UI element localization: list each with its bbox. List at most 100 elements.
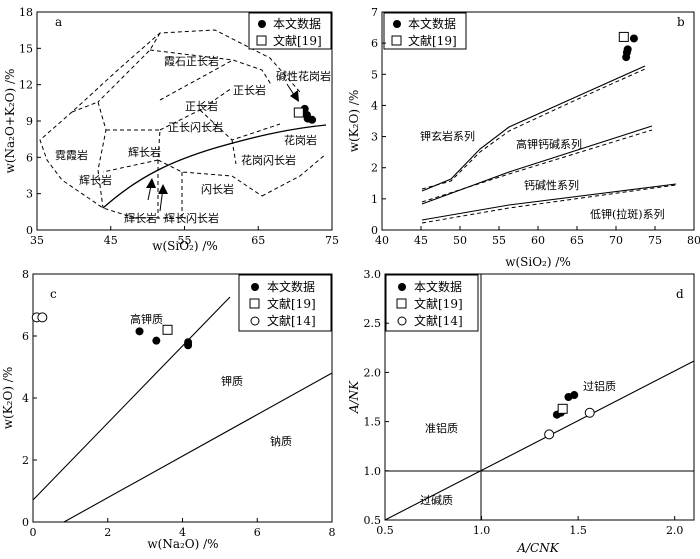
field-label-peralkaline: 过碱质: [420, 494, 453, 507]
panel-a-ytick-label: 15: [19, 42, 33, 55]
panel-a-ylabel: w(Na₂O+K₂O) /%: [3, 69, 17, 174]
field-label-hk-calcalkaline: 高钾钙碱系列: [516, 137, 582, 151]
panel-a-ytick-label: 9: [26, 115, 33, 128]
panel-b-ytick-label: 3: [371, 131, 378, 144]
panel-b-points: [618, 31, 638, 62]
panel-c-point-this-study: [152, 336, 161, 345]
field-label-low-k: 低钾(拉斑)系列: [590, 207, 665, 221]
arrow-3-head: [290, 90, 299, 102]
field-label-granodiorite: 花岗闪长岩: [241, 153, 296, 167]
tas-boundary-monzonite: [199, 109, 281, 165]
boundary-hk-calcalkaline-dashed: [421, 129, 653, 203]
panel-b-point-ref19: [618, 31, 629, 42]
boundary-high-k: [32, 296, 231, 501]
panel-a-ytick-label: 6: [26, 151, 33, 164]
tas-boundary-nepheline-syenite: [149, 49, 273, 87]
panel-b-legend-label-1: 本文数据: [408, 16, 456, 31]
panel-d-xtick-label: 1.5: [569, 524, 587, 537]
panel-b-xtick-label: 50: [453, 234, 467, 247]
panel-d-ytick-label: 0.5: [364, 514, 382, 527]
panel-b-ytick-label: 0: [371, 224, 378, 237]
panel-d-label: d: [676, 287, 684, 301]
panel-d-point-this-study: [570, 391, 579, 400]
tas-boundary-gabbro: [97, 101, 107, 209]
panel-b-ylabel: w(K₂O) /%: [347, 90, 361, 153]
field-label-gabbro-1: 辉长岩: [128, 145, 161, 159]
tas-boundary-upper: [71, 32, 161, 113]
field-label-syenodiorite: 正长闪长岩: [168, 120, 223, 134]
panel-b-ytick-label: 1: [371, 193, 378, 206]
panel-c-points: [31, 312, 193, 350]
panel-c-xlabel: w(Na₂O) /%: [147, 537, 218, 551]
panel-d-points: [544, 391, 595, 440]
panel-a-xtick-label: 75: [325, 234, 339, 247]
panel-a-xlabel: w(SiO₂) /%: [152, 239, 218, 253]
field-label-calcalkaline: 钙碱性系列: [524, 178, 579, 192]
panel-c-label: c: [50, 287, 57, 301]
boundary-calcalkaline-dashed: [421, 184, 677, 224]
panel-b-series-boundaries: [421, 65, 677, 221]
panel-c-legend-label-3: 文献[14]: [267, 313, 316, 328]
alkaline-subalkaline-divide: [102, 124, 327, 209]
field-label-metaluminous: 准铝质: [425, 421, 458, 435]
boundary-diagonal: [384, 360, 695, 521]
panel-a-xtick-label: 45: [104, 234, 118, 247]
field-label-syenite-1: 正长岩: [233, 83, 266, 97]
panel-c-point-this-study: [184, 341, 193, 350]
panel-a-ytick-label: 18: [19, 6, 33, 19]
panel-c-legend-label-1: 本文数据: [267, 279, 315, 294]
tas-boundary-granite: [261, 153, 327, 197]
panel-b-xtick-label: 40: [375, 234, 389, 247]
panel-d-ytick-label: 1.0: [364, 465, 382, 478]
panel-c-xtick-label: 6: [254, 526, 261, 539]
panel-d-xtick-label: 2.0: [666, 524, 684, 537]
panel-d-ylabel: A/NK: [347, 380, 361, 414]
field-label-sodic: 钠质: [270, 434, 292, 448]
boundary-shoshonite-dashed: [421, 68, 646, 190]
panel-a-legend-label-1: 本文数据: [273, 16, 321, 31]
field-label-peraluminous: 过铝质: [583, 379, 616, 393]
panel-b-legend-marker-2: [391, 35, 402, 46]
panel-a-xtick-label: 35: [30, 234, 44, 247]
panel-d-ytick-label: 1.5: [364, 416, 382, 429]
panel-a-legend-label-2: 文献[19]: [273, 33, 322, 48]
panel-b-legend-marker-1: [393, 20, 401, 28]
panel-d-ytick-label: 2.5: [364, 317, 382, 330]
boundary-shoshonite-solid: [421, 65, 646, 192]
arrow-2-head: [158, 184, 168, 194]
panel-a-legend-marker-1: [258, 20, 266, 28]
panel-a-xtick-label: 55: [178, 234, 192, 247]
panel-d-point-ref19: [557, 403, 568, 414]
field-label-ijolite: 霓霞岩: [55, 148, 88, 162]
field-label-diorite: 闪长岩: [201, 182, 234, 196]
tas-boundary-gabbro-diorite: [102, 129, 161, 173]
panel-c-point-ref19: [162, 324, 173, 335]
panel-c-xtick-label: 2: [104, 526, 111, 539]
panel-d-xtick-label: 1.0: [473, 524, 491, 537]
panel-c-ytick-label: 8: [22, 268, 29, 281]
panel-b-xtick-label: 80: [687, 234, 700, 247]
panel-c-xtick-label: 4: [179, 526, 186, 539]
panel-c-ytick-label: 6: [22, 330, 29, 343]
panel-a-point-ref19: [293, 107, 304, 118]
panel-d-ytick-label: 2.0: [364, 366, 382, 379]
panel-a-ytick-label: 12: [19, 79, 33, 92]
panel-b: b 钾玄岩系列 高钾钙碱系列 钙碱性系列 低钾(拉斑)系列 本文数据 文献[19…: [347, 6, 700, 269]
panel-c-legend-marker-2: [249, 298, 260, 309]
panel-b-xtick-label: 75: [648, 234, 662, 247]
field-label-gabbro-3: 辉长岩: [124, 211, 157, 225]
panel-c-xtick-label: 0: [30, 526, 37, 539]
panel-a-field-boundaries: [39, 29, 327, 219]
panel-a-arrows: [146, 83, 299, 212]
field-label-gabbro-diorite: 辉长闪长岩: [164, 211, 219, 225]
panel-c-legend-marker-1: [251, 283, 259, 291]
panel-c-ytick-label: 0: [22, 516, 29, 529]
panel-b-series-boundaries-dashed: [421, 68, 677, 224]
boundary-calcalkaline-solid: [421, 183, 677, 221]
field-label-gabbro-2: 辉长岩: [79, 173, 112, 187]
panel-d-xtick-label: 0.5: [376, 524, 394, 537]
field-label-granite: 花岗岩: [284, 133, 317, 147]
panel-a-axes: 35 45 55 65 75 0 3 6 9 12 15 18: [19, 6, 339, 247]
field-label-high-k: 高钾质: [130, 312, 163, 326]
